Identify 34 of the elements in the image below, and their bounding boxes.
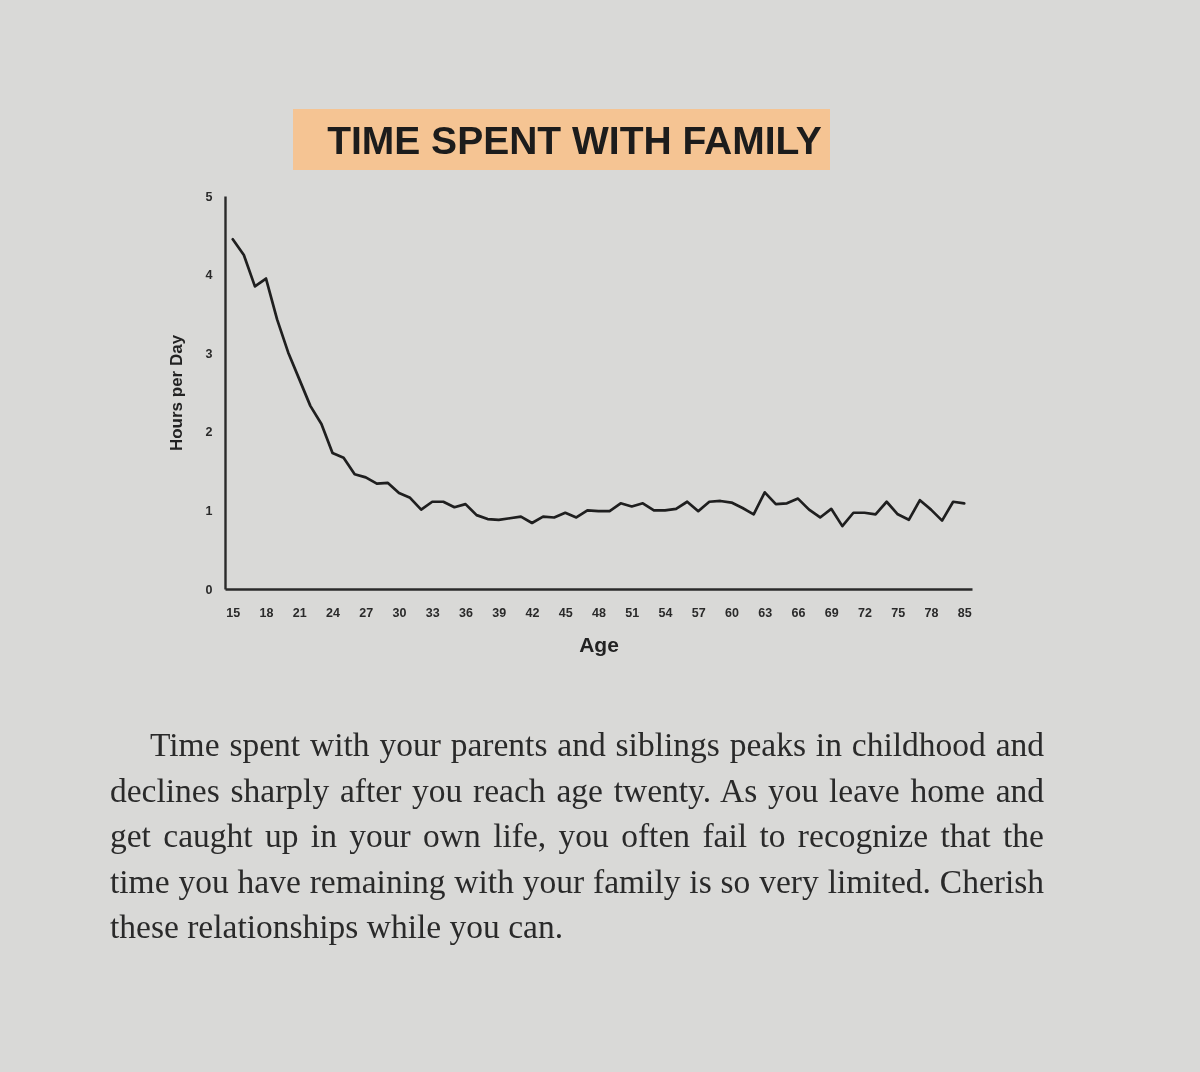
y-tick-label: 1 — [205, 503, 213, 518]
chart-title: TIME SPENT WITH FAMILY — [327, 119, 822, 162]
y-tick-label: 4 — [205, 268, 213, 283]
x-tick-label: 24 — [326, 605, 340, 620]
x-tick-label: 39 — [492, 605, 507, 620]
x-tick-label: 66 — [791, 605, 806, 620]
x-tick-label: 60 — [725, 605, 739, 620]
x-tick-label: 21 — [292, 605, 307, 620]
x-tick-label: 57 — [691, 605, 706, 620]
x-tick-label: 75 — [891, 605, 906, 620]
x-tick-label: 18 — [259, 605, 274, 620]
x-tick-label: 27 — [359, 605, 374, 620]
y-tick-label: 5 — [205, 189, 213, 204]
x-tick-label: 85 — [957, 605, 972, 620]
x-tick-label: 45 — [558, 605, 573, 620]
x-tick-label: 30 — [392, 605, 407, 620]
x-tick-label: 51 — [625, 605, 640, 620]
x-tick-label: 69 — [824, 605, 839, 620]
y-tick-label: 2 — [205, 425, 213, 440]
y-axis-title: Hours per Day — [166, 334, 186, 452]
x-tick-label: 78 — [924, 605, 939, 620]
y-tick-label: 3 — [205, 346, 213, 361]
x-tick-label: 36 — [459, 605, 473, 620]
x-tick-label: 63 — [758, 605, 773, 620]
x-tick-label: 48 — [592, 605, 606, 620]
x-tick-label: 15 — [226, 605, 241, 620]
x-tick-label: 33 — [425, 605, 440, 620]
x-axis-title: Age — [579, 633, 619, 656]
y-tick-label: 0 — [205, 582, 213, 597]
x-tick-label: 54 — [658, 605, 673, 620]
x-tick-label: 42 — [525, 605, 540, 620]
x-tick-label: 72 — [858, 605, 872, 620]
line-series — [231, 237, 966, 528]
text: Time spent with your parents and siblings peaks in childhood and declines sharply after you reach age twenty. As you leave home and get caught up in your own life, you often fail to recognize that the time you have remaining with your family is so very limited. Cherish these relationships while you can. — [110, 725, 1044, 947]
